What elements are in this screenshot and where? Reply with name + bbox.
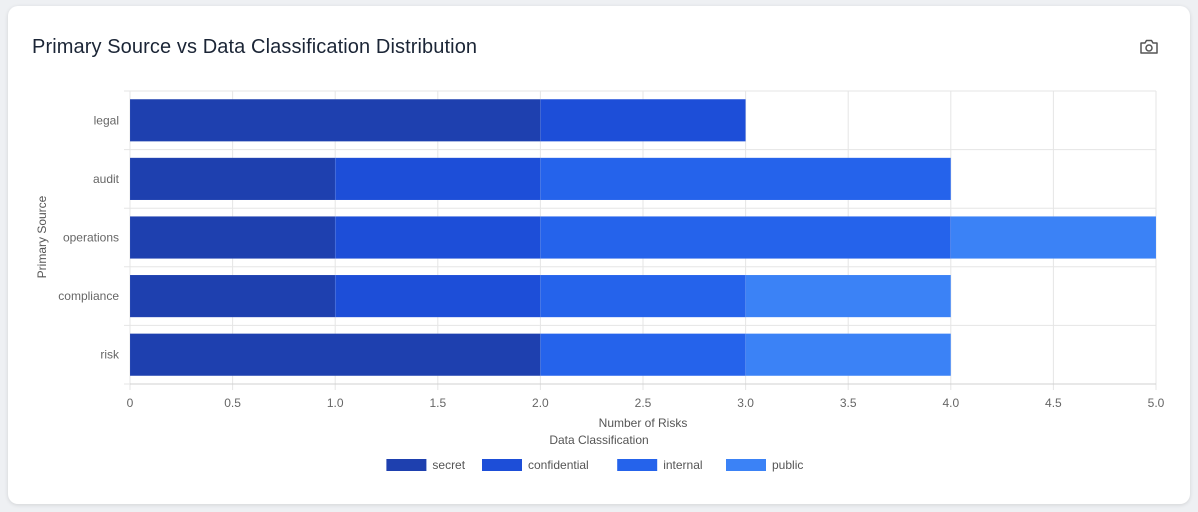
- legend-swatch-secret[interactable]: [386, 459, 427, 471]
- bar-segment-internal[interactable]: [540, 216, 952, 259]
- bar-segment-secret[interactable]: [129, 333, 541, 377]
- bar-segment-confidential[interactable]: [334, 157, 541, 201]
- bar-segment-confidential[interactable]: [334, 216, 541, 259]
- legend-label-internal[interactable]: internal: [663, 458, 702, 472]
- bar-segment-confidential[interactable]: [334, 274, 541, 318]
- legend-swatch-confidential[interactable]: [482, 459, 522, 471]
- x-tick-label: 3.0: [737, 396, 754, 410]
- x-axis-title: Number of Risks: [599, 416, 688, 430]
- bar-segment-internal[interactable]: [540, 333, 746, 377]
- x-tick-label: 2.5: [635, 396, 652, 410]
- bar-segment-secret[interactable]: [129, 98, 541, 142]
- bar-segment-confidential[interactable]: [540, 98, 746, 142]
- x-tick-label: 0: [127, 396, 134, 410]
- y-tick-label: compliance: [58, 289, 119, 303]
- chart-title: Primary Source vs Data Classification Di…: [32, 36, 478, 58]
- bar-segment-internal[interactable]: [540, 157, 952, 201]
- legend: secret confidential internal public: [386, 458, 803, 472]
- y-tick-label: operations: [63, 231, 119, 245]
- bar-segment-secret[interactable]: [129, 274, 336, 318]
- bar-segment-internal[interactable]: [540, 274, 746, 318]
- camera-icon-svg: [1140, 39, 1158, 54]
- legend-label-secret[interactable]: secret: [432, 458, 465, 472]
- y-tick-label: audit: [93, 172, 120, 186]
- legend-title: Data Classification: [549, 433, 648, 447]
- legend-swatch-public[interactable]: [726, 459, 766, 471]
- x-tick-label: 4.5: [1045, 396, 1062, 410]
- camera-icon[interactable]: [1139, 38, 1159, 56]
- y-axis-title: Primary Source: [35, 195, 49, 278]
- y-axis-ticks: legal audit operations compliance risk: [58, 113, 120, 361]
- x-tick-label: 1.0: [327, 396, 344, 410]
- x-tick-label: 2.0: [532, 396, 549, 410]
- bar-segment-secret[interactable]: [129, 157, 336, 201]
- bar-segment-public[interactable]: [745, 333, 952, 377]
- y-tick-label: risk: [100, 348, 120, 362]
- x-axis-ticks: 0 0.5 1.0 1.5 2.0 2.5 3.0 3.5 4.0 4.5 5.0: [127, 396, 1165, 410]
- x-tick-label: 1.5: [429, 396, 446, 410]
- bar-segment-secret[interactable]: [129, 216, 336, 259]
- x-tick-label: 4.0: [942, 396, 959, 410]
- legend-swatch-internal[interactable]: [617, 459, 658, 471]
- x-tick-label: 0.5: [224, 396, 241, 410]
- x-tick-label: 5.0: [1148, 396, 1165, 410]
- bar-segment-public[interactable]: [745, 274, 952, 318]
- legend-label-public[interactable]: public: [772, 458, 803, 472]
- legend-label-confidential[interactable]: confidential: [528, 458, 589, 472]
- bars: [129, 98, 1157, 377]
- y-tick-label: legal: [94, 113, 119, 127]
- x-tick-label: 3.5: [840, 396, 857, 410]
- bar-segment-public[interactable]: [950, 216, 1157, 259]
